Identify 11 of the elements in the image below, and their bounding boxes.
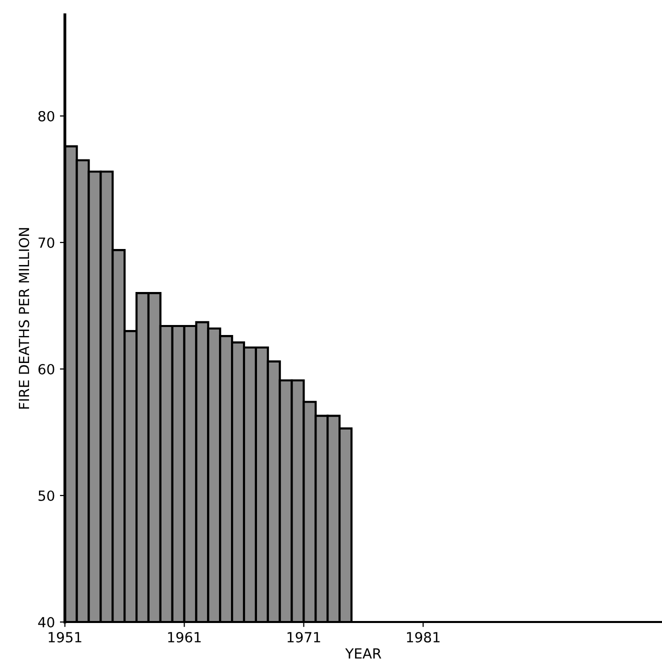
- y-axis-title: FIRE DEATHS PER MILLION: [18, 228, 30, 409]
- x-tick-label: 1961: [168, 632, 201, 642]
- y-tick-label: 80: [38, 110, 54, 122]
- y-tick-label: 70: [38, 237, 54, 248]
- x-tick-label: 1971: [288, 632, 320, 642]
- y-tick-label: 50: [38, 490, 54, 501]
- y-tick-label: 40: [38, 616, 54, 628]
- x-axis-title: YEAR: [345, 648, 382, 659]
- x-tick-label: 1981: [407, 632, 440, 642]
- y-tick-label: 60: [38, 364, 54, 374]
- x-tick-label: 1951: [48, 632, 82, 642]
